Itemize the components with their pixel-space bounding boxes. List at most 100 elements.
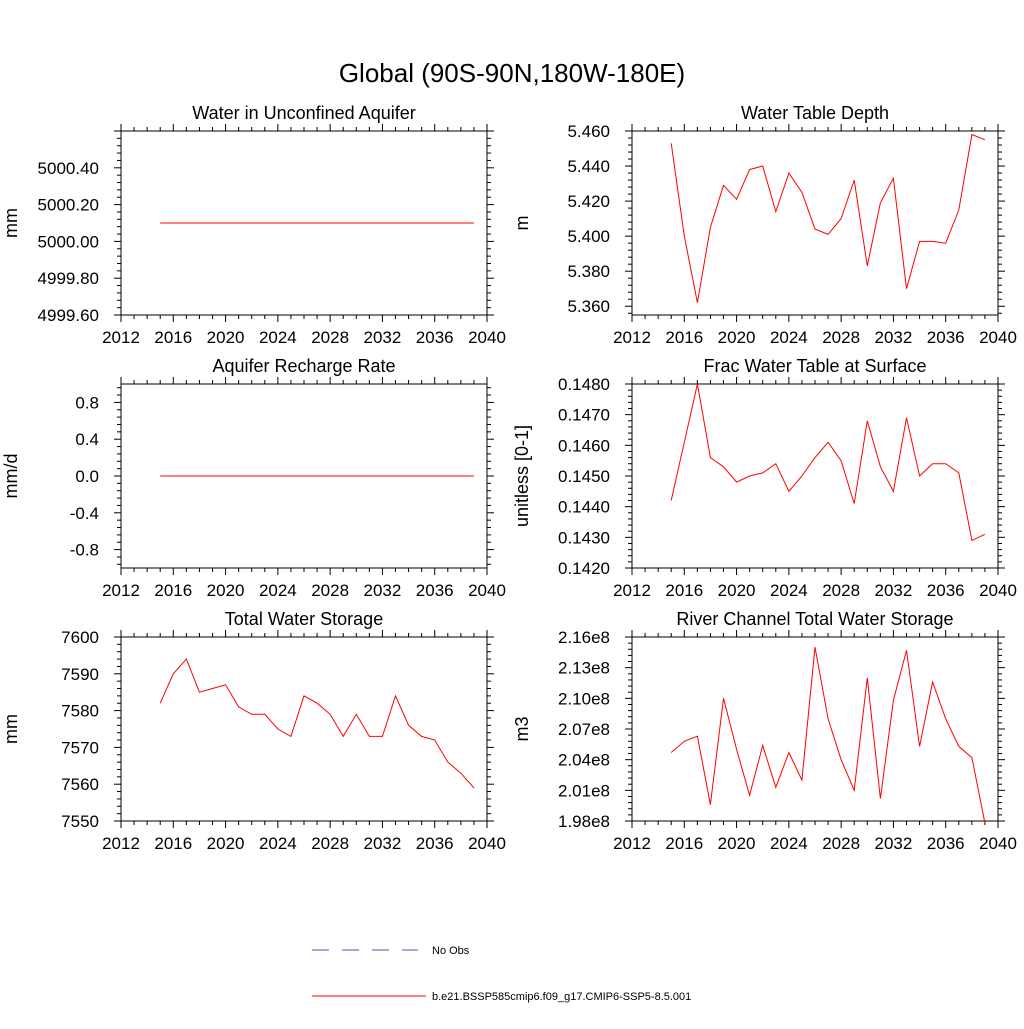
x-tick-label: 2016: [665, 328, 703, 347]
x-tick-label: 2036: [416, 834, 454, 853]
x-tick-label: 2012: [102, 581, 140, 600]
y-tick-label: 5.400: [567, 227, 610, 246]
y-axis-label: mm: [1, 714, 21, 744]
x-tick-label: 2028: [311, 328, 349, 347]
y-tick-label: 5.360: [567, 297, 610, 316]
y-tick-label: 2.07e8: [558, 720, 610, 739]
x-tick-label: 2016: [154, 834, 192, 853]
y-tick-label: 5000.40: [38, 159, 99, 178]
x-tick-label: 2028: [311, 581, 349, 600]
x-tick-label: 2036: [416, 328, 454, 347]
x-tick-label: 2028: [311, 834, 349, 853]
x-tick-label: 2016: [665, 581, 703, 600]
x-tick-label: 2024: [770, 834, 808, 853]
x-tick-label: 2040: [979, 328, 1017, 347]
y-tick-label: 2.16e8: [558, 628, 610, 647]
chart-title: Water in Unconfined Aquifer: [192, 103, 415, 123]
plot-frame: [631, 130, 999, 316]
y-tick-label: 0.1440: [558, 498, 610, 517]
y-tick-label: 2.04e8: [558, 751, 610, 770]
chart-panel: River Channel Total Water Storage 2012 201…: [512, 609, 1017, 853]
x-tick-label: 2040: [468, 581, 506, 600]
x-tick-label: 2016: [154, 328, 192, 347]
plot-frame: [631, 636, 999, 822]
y-tick-label: 5.440: [567, 157, 610, 176]
chart-title: Total Water Storage: [225, 609, 383, 629]
chart-title: Frac Water Table at Surface: [703, 356, 926, 376]
y-axis-label: unitless [0-1]: [512, 425, 532, 527]
y-tick-label: -0.4: [70, 504, 99, 523]
y-axis-label: m: [512, 216, 532, 231]
x-tick-label: 2036: [927, 581, 965, 600]
y-tick-label: 0.4: [75, 430, 99, 449]
x-tick-label: 2020: [207, 328, 245, 347]
figure-title: Global (90S-90N,180W-180E): [339, 58, 685, 88]
plot-frame: [631, 383, 999, 569]
y-tick-label: 2.10e8: [558, 689, 610, 708]
chart-panel: Aquifer Recharge Rate 2012 2016 2020 2024 202…: [1, 356, 506, 600]
x-tick-label: 2020: [207, 581, 245, 600]
x-tick-label: 2012: [613, 328, 651, 347]
chart-title: Aquifer Recharge Rate: [212, 356, 395, 376]
x-tick-label: 2016: [154, 581, 192, 600]
x-tick-label: 2040: [979, 581, 1017, 600]
x-tick-label: 2024: [259, 834, 297, 853]
x-tick-label: 2012: [102, 834, 140, 853]
x-tick-label: 2040: [468, 328, 506, 347]
x-tick-label: 2020: [718, 581, 756, 600]
x-tick-label: 2032: [364, 834, 402, 853]
chart-panel: Total Water Storage 2012 2016 2020 2024 2028 2…: [1, 609, 506, 853]
y-tick-label: -0.8: [70, 541, 99, 560]
chart-panel: Water in Unconfined Aquifer 2012 2016 2020 2…: [1, 103, 506, 347]
x-tick-label: 2012: [613, 834, 651, 853]
x-tick-label: 2020: [718, 834, 756, 853]
series-line: [670, 133, 986, 303]
chart-panel: Water Table Depth 2012 2016 2020 2024 2028 203…: [512, 103, 1017, 347]
y-tick-label: 0.0: [75, 467, 99, 486]
x-tick-label: 2028: [822, 581, 860, 600]
y-tick-label: 0.1420: [558, 559, 610, 578]
x-tick-label: 2024: [770, 581, 808, 600]
y-tick-label: 7570: [61, 738, 99, 757]
y-tick-label: 1.98e8: [558, 812, 610, 831]
x-tick-label: 2020: [718, 328, 756, 347]
x-tick-label: 2024: [770, 328, 808, 347]
x-tick-label: 2032: [875, 581, 913, 600]
y-tick-label: 7590: [61, 665, 99, 684]
y-tick-label: 7550: [61, 812, 99, 831]
y-tick-label: 7560: [61, 775, 99, 794]
x-tick-label: 2012: [102, 328, 140, 347]
legend: No Obs b.e21.BSSP585cmip6.f09_g17.CMIP6-…: [312, 945, 691, 1003]
y-axis-label: m3: [512, 716, 532, 741]
chart-title: River Channel Total Water Storage: [676, 609, 953, 629]
x-tick-label: 2032: [875, 328, 913, 347]
x-tick-label: 2028: [822, 328, 860, 347]
y-tick-label: 0.1480: [558, 375, 610, 394]
y-tick-label: 0.1470: [558, 406, 610, 425]
y-tick-label: 4999.60: [38, 306, 99, 325]
x-tick-label: 2024: [259, 581, 297, 600]
x-tick-label: 2024: [259, 328, 297, 347]
y-tick-label: 0.1450: [558, 467, 610, 486]
series-line: [670, 647, 986, 824]
x-tick-label: 2040: [468, 834, 506, 853]
y-tick-label: 5.460: [567, 122, 610, 141]
chart-panel: Frac Water Table at Surface 2012 2016 2020 2…: [512, 356, 1017, 600]
x-tick-label: 2020: [207, 834, 245, 853]
x-tick-label: 2036: [927, 834, 965, 853]
series-line: [670, 383, 986, 542]
legend-no-obs-label: No Obs: [432, 945, 470, 957]
y-axis-label: mm/d: [1, 454, 21, 499]
x-tick-label: 2012: [613, 581, 651, 600]
x-tick-label: 2028: [822, 834, 860, 853]
series-line: [159, 658, 475, 789]
y-tick-label: 4999.80: [38, 269, 99, 288]
x-tick-label: 2016: [665, 834, 703, 853]
x-tick-label: 2032: [364, 581, 402, 600]
y-tick-label: 2.13e8: [558, 659, 610, 678]
x-tick-label: 2036: [416, 581, 454, 600]
y-tick-label: 7600: [61, 628, 99, 647]
y-tick-label: 5000.00: [38, 232, 99, 251]
